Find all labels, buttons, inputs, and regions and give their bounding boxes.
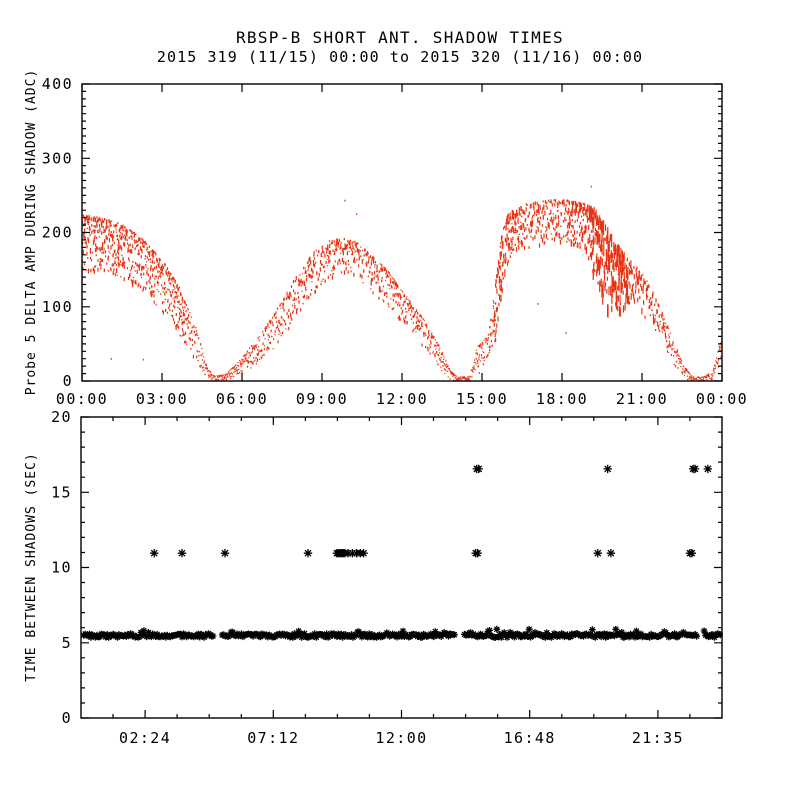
- bottom-panel-frame: [80, 416, 723, 719]
- chart-title: RBSP-B SHORT ANT. SHADOW TIMES: [236, 28, 564, 47]
- y-tick-label: 10: [51, 559, 72, 577]
- chart-subtitle: 2015 319 (11/15) 00:00 to 2015 320 (11/1…: [157, 48, 643, 66]
- x-tick-label: 06:00: [216, 390, 268, 408]
- y-tick-label: 200: [42, 224, 73, 242]
- y-tick-label: 100: [42, 298, 73, 316]
- x-tick-label: 18:00: [536, 390, 588, 408]
- x-tick-label: 12:00: [376, 390, 428, 408]
- x-tick-label: 03:00: [136, 390, 188, 408]
- x-tick-label: 15:00: [456, 390, 508, 408]
- y-tick-label: 15: [51, 483, 72, 501]
- y-tick-label: 0: [62, 709, 72, 727]
- y-tick-label: 400: [42, 75, 73, 93]
- x-tick-label: 00:00: [56, 390, 108, 408]
- x-tick-label: 12:00: [375, 729, 427, 747]
- y-tick-label: 5: [62, 634, 72, 652]
- x-tick-label: 09:00: [296, 390, 348, 408]
- bottom-y-axis-label: TIME BETWEEN SHADOWS (SEC): [24, 452, 39, 682]
- x-tick-label: 21:35: [632, 729, 684, 747]
- x-tick-label: 02:24: [119, 729, 171, 747]
- y-tick-label: 20: [51, 408, 72, 426]
- top-panel-tick-labels: 00:00 03:00 06:00 09:00 12:00 15:00 18:00 21:00…: [42, 75, 748, 408]
- bottom-panel-asterisk-markers: [81, 464, 723, 641]
- top-y-axis-label: Probe 5 DELTA AMP DURING SHADOW (ADC): [24, 69, 39, 396]
- y-tick-label: 0: [63, 372, 73, 390]
- top-panel-scatter-points: [82, 185, 722, 381]
- x-tick-label: 07:12: [247, 729, 299, 747]
- x-tick-label: 00:00: [696, 390, 748, 408]
- top-panel-frame: [81, 83, 723, 382]
- y-tick-label: 300: [42, 149, 73, 167]
- x-tick-label: 21:00: [616, 390, 668, 408]
- x-tick-label: 16:48: [504, 729, 556, 747]
- bottom-panel-tick-labels: 02:24 07:12 12:00 16:48 21:35 0 5 10 15 20: [51, 408, 684, 747]
